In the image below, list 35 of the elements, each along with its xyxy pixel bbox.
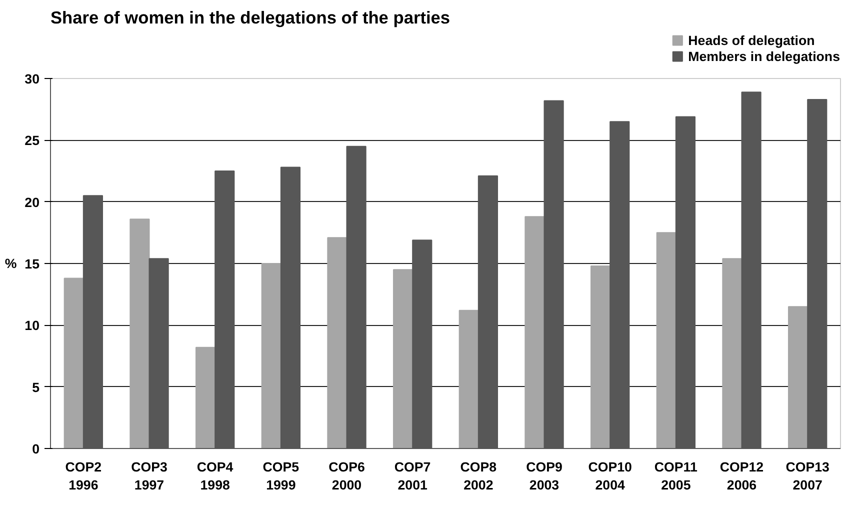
x-tick-label: COP6 2000 xyxy=(328,460,365,492)
y-tick-label: 20 xyxy=(24,194,40,210)
y-axis-title: % xyxy=(4,256,17,271)
bar xyxy=(195,346,216,448)
legend-label: Members in delegations xyxy=(688,48,840,64)
y-tick-label: 5 xyxy=(32,380,40,395)
bar xyxy=(261,263,282,448)
chart-title: Share of women in the delegations of the parties xyxy=(50,8,450,28)
x-tick-label: COP4 1998 xyxy=(196,460,234,492)
y-tick-label: 15 xyxy=(24,256,40,272)
bar xyxy=(327,237,348,448)
x-tick-label: COP2 1996 xyxy=(65,460,102,492)
bar xyxy=(458,310,479,448)
bar xyxy=(64,278,84,448)
x-tick-label: COP12 2006 xyxy=(720,460,764,492)
x-tick-label: COP13 2007 xyxy=(786,460,830,492)
bar xyxy=(130,218,150,448)
bar xyxy=(656,232,676,448)
legend-label: Heads of delegation xyxy=(688,32,815,48)
y-tick-label: 0 xyxy=(32,442,40,456)
x-tick-label: COP8 2002 xyxy=(460,460,497,492)
x-tick-label: COP11 2005 xyxy=(654,460,698,492)
y-tick-label: 30 xyxy=(24,72,40,86)
x-tick-label: COP9 2003 xyxy=(526,460,562,492)
x-tick-label: COP10 2004 xyxy=(588,460,632,492)
bar xyxy=(392,269,414,448)
bar xyxy=(788,306,808,448)
y-tick-label: 25 xyxy=(24,133,40,148)
x-tick-label: COP5 1999 xyxy=(262,460,300,492)
x-tick-label: COP7 2001 xyxy=(394,460,431,492)
x-tick-label: COP3 1997 xyxy=(131,460,168,492)
bar xyxy=(590,265,611,448)
y-tick-label: 10 xyxy=(24,318,40,334)
bar xyxy=(524,216,545,448)
bar xyxy=(722,258,742,448)
